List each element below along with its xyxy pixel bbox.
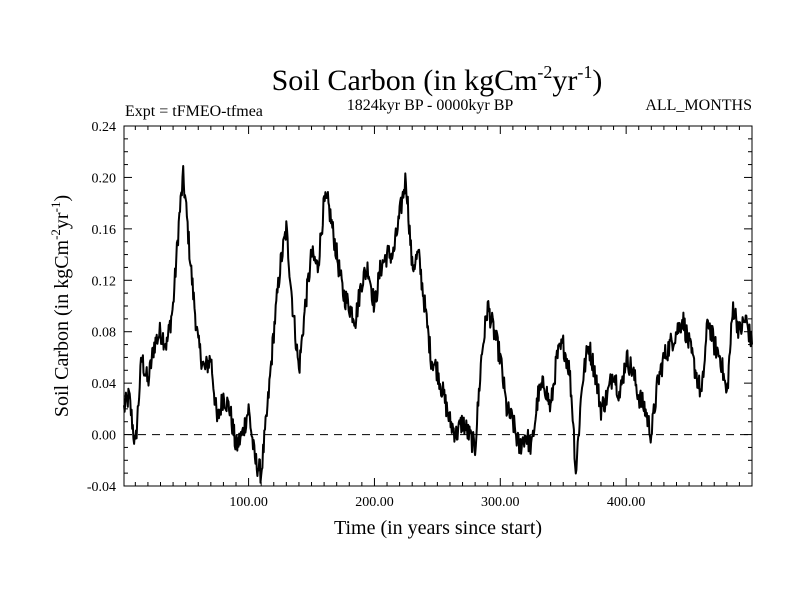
y-tick-label: 0.24 [92, 120, 117, 135]
plot-frame [123, 125, 753, 487]
y-axis-label-end: ) [51, 195, 73, 202]
y-axis-label: Soil Carbon (in kgCm-2yr-1) [48, 195, 73, 417]
y-tick-label: 0.20 [92, 171, 117, 186]
y-axis-label-mid: yr [51, 212, 73, 229]
y-tick-label: 0.16 [92, 223, 117, 238]
x-axis-label: Time (in years since start) [334, 517, 542, 539]
experiment-label: Expt = tFMEO-tfmea [125, 103, 263, 120]
x-tick-label: 400.00 [607, 495, 646, 510]
y-axis-label-sup1: -2 [48, 229, 63, 240]
chart-title-end: ) [592, 64, 602, 97]
y-axis-label-sup2: -1 [48, 202, 63, 213]
x-tick-label: 200.00 [355, 495, 394, 510]
x-axis-ticks: 100.00 200.00 300.00 400.00 [134, 126, 740, 510]
chart-title-sup1: -2 [537, 62, 552, 82]
y-axis-label-main: Soil Carbon (in kgCm [51, 239, 73, 417]
y-tick-label: 0.08 [92, 326, 117, 341]
chart-title-mid: yr [552, 64, 577, 97]
time-range-label: 1824kyr BP - 0000kyr BP [347, 97, 514, 114]
y-tick-label: 0.00 [92, 429, 117, 444]
x-tick-label: 300.00 [481, 495, 520, 510]
y-tick-label: -0.04 [87, 480, 116, 495]
y-tick-label: 0.12 [92, 274, 117, 289]
x-tick-label: 100.00 [229, 495, 268, 510]
y-tick-label: 0.04 [92, 377, 117, 392]
chart-title-sup2: -1 [577, 62, 592, 82]
series-line [123, 165, 753, 484]
chart-title-main: Soil Carbon (in kgCm [272, 64, 538, 97]
y-axis-ticks: -0.04 0.00 0.04 0.08 0.12 0.16 0.20 0.24 [87, 120, 752, 495]
months-label: ALL_MONTHS [645, 97, 752, 114]
chart-title: Soil Carbon (in kgCm-2yr-1) [272, 62, 603, 97]
